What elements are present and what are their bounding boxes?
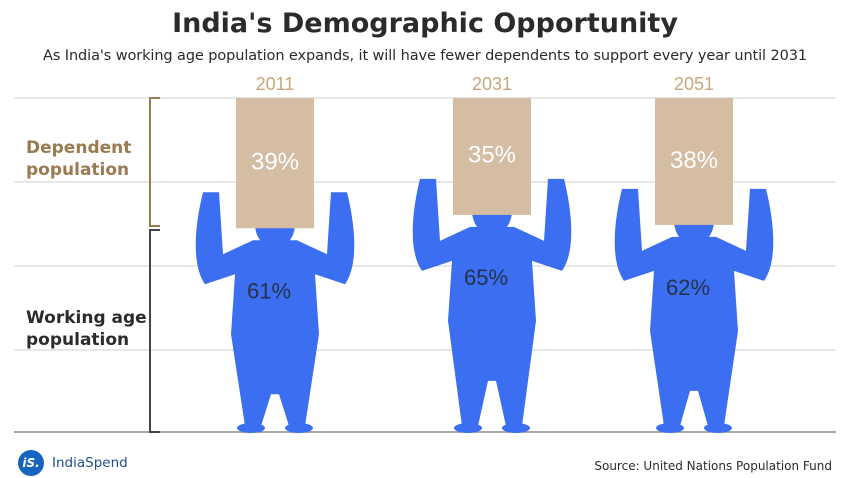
logo-badge-icon: iS. [18,450,44,476]
dependent-label-line2: population [26,160,130,180]
dependent-value-label: 39% [251,149,299,176]
source-note: Source: United Nations Population Fund [594,459,832,473]
working-age-population-label: Working age population [26,307,147,351]
person-foot [285,423,313,433]
person-foot [454,423,482,433]
person-foot [704,423,732,433]
dependent-population-label: Dependent population [26,137,131,181]
year-label: 2031 [472,74,512,94]
working-bracket [149,229,160,433]
person-foot [237,423,265,433]
year-label: 2011 [256,74,295,94]
indiaspend-logo: iS. IndiaSpend [18,450,128,476]
dependent-label-line1: Dependent [26,138,132,158]
dependent-bar [236,98,314,229]
person-body [195,192,355,426]
page-subtitle: As India's working age population expand… [43,48,807,64]
working-value-label: 61% [247,278,291,303]
logo-name: IndiaSpend [52,455,128,471]
working-value-label: 62% [666,275,710,300]
person-foot [502,423,530,433]
person-foot [656,423,684,433]
year-label: 2051 [674,74,714,94]
person-body [412,178,572,426]
working-label-line1: Working age [26,308,147,328]
dependent-value-label: 35% [468,141,516,168]
working-value-label: 65% [464,265,508,290]
dependent-bar [655,98,733,225]
dependent-bar [453,98,531,215]
working-label-line2: population [26,330,130,350]
dependent-value-label: 38% [670,147,718,174]
dependent-bracket [149,97,160,227]
person-figure-icon [412,178,572,433]
person-body [614,188,774,426]
person-figure-icon [195,192,355,433]
person-figure-icon [614,188,774,433]
page-title: India's Demographic Opportunity [172,8,678,39]
